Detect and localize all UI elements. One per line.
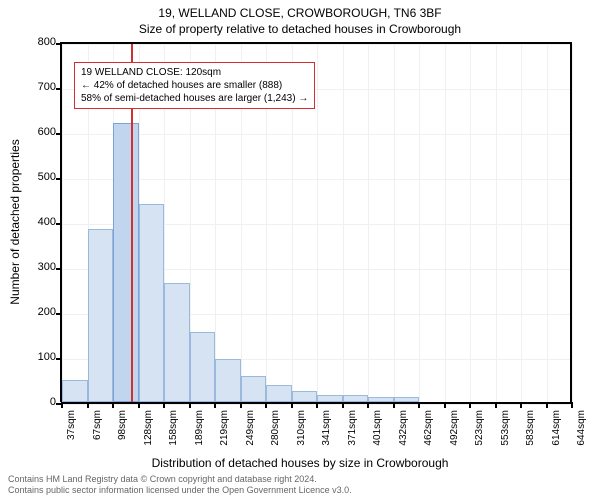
- gridline-v: [343, 44, 344, 402]
- histogram-bar: [139, 204, 165, 402]
- annotation-line2: ← 42% of detached houses are smaller (88…: [81, 79, 308, 92]
- x-axis-label: Distribution of detached houses by size …: [0, 456, 600, 470]
- y-tick-label: 200: [16, 306, 56, 318]
- y-tick-label: 700: [16, 81, 56, 93]
- gridline-v: [368, 44, 369, 402]
- chart-title-main: 19, WELLAND CLOSE, CROWBOROUGH, TN6 3BF: [0, 6, 600, 20]
- y-tick-label: 800: [16, 36, 56, 48]
- x-tick-label: 98sqm: [117, 410, 128, 440]
- x-tick-label: 432sqm: [398, 410, 409, 446]
- x-tick-label: 523sqm: [474, 410, 485, 446]
- histogram-bar: [317, 395, 343, 402]
- gridline-v: [62, 44, 63, 402]
- footer-attribution: Contains HM Land Registry data © Crown c…: [8, 474, 352, 496]
- gridline-v: [317, 44, 318, 402]
- x-tick-label: 371sqm: [347, 410, 358, 446]
- x-tick-label: 553sqm: [500, 410, 511, 446]
- histogram-bar: [62, 380, 88, 402]
- annotation-line3: 58% of semi-detached houses are larger (…: [81, 92, 308, 105]
- x-tick-label: 614sqm: [551, 410, 562, 446]
- plot-area: 19 WELLAND CLOSE: 120sqm← 42% of detache…: [62, 42, 572, 402]
- histogram-bar: [88, 229, 114, 402]
- y-tick-label: 300: [16, 261, 56, 273]
- gridline-v: [470, 44, 471, 402]
- x-tick-label: 644sqm: [576, 410, 587, 446]
- chart-container: 19, WELLAND CLOSE, CROWBOROUGH, TN6 3BF …: [0, 0, 600, 500]
- histogram-bar: [190, 332, 216, 402]
- histogram-bar: [241, 376, 267, 402]
- x-tick-label: 219sqm: [219, 410, 230, 446]
- x-tick-label: 341sqm: [321, 410, 332, 446]
- histogram-bar: [215, 359, 241, 402]
- annotation-box: 19 WELLAND CLOSE: 120sqm← 42% of detache…: [74, 62, 315, 109]
- x-tick-label: 310sqm: [296, 410, 307, 446]
- x-tick-label: 37sqm: [66, 410, 77, 440]
- y-tick-label: 0: [16, 396, 56, 408]
- y-axis: [60, 42, 62, 402]
- chart-title-sub: Size of property relative to detached ho…: [0, 22, 600, 36]
- gridline-v: [572, 44, 573, 402]
- x-tick-label: 401sqm: [372, 410, 383, 446]
- gridline-v: [547, 44, 548, 402]
- y-tick-label: 400: [16, 216, 56, 228]
- x-tick-label: 583sqm: [525, 410, 536, 446]
- gridline-v: [419, 44, 420, 402]
- x-tick-label: 462sqm: [423, 410, 434, 446]
- x-tick-label: 128sqm: [143, 410, 154, 446]
- gridline-v: [394, 44, 395, 402]
- gridline-v: [496, 44, 497, 402]
- x-tick-label: 492sqm: [449, 410, 460, 446]
- x-tick-label: 280sqm: [270, 410, 281, 446]
- x-axis: [62, 402, 572, 404]
- histogram-bar: [292, 391, 318, 402]
- y-tick-label: 600: [16, 126, 56, 138]
- x-tick-label: 189sqm: [194, 410, 205, 446]
- y-tick-label: 100: [16, 351, 56, 363]
- annotation-line1: 19 WELLAND CLOSE: 120sqm: [81, 66, 308, 79]
- histogram-bar: [113, 123, 139, 402]
- x-tick-label: 158sqm: [168, 410, 179, 446]
- footer-line1: Contains HM Land Registry data © Crown c…: [8, 474, 352, 485]
- x-tick-label: 249sqm: [245, 410, 256, 446]
- histogram-bar: [164, 283, 190, 402]
- histogram-bar: [343, 395, 369, 402]
- x-tick-label: 67sqm: [92, 410, 103, 440]
- gridline-v: [445, 44, 446, 402]
- histogram-bar: [266, 385, 292, 402]
- gridline-v: [521, 44, 522, 402]
- footer-line2: Contains public sector information licen…: [8, 485, 352, 496]
- y-tick-label: 500: [16, 171, 56, 183]
